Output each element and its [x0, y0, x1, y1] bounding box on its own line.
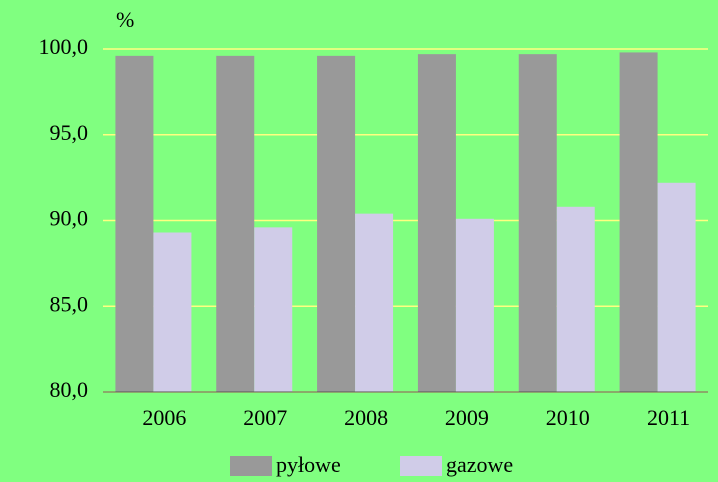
y-tick-label: 90,0 — [50, 206, 89, 231]
y-tick-label: 95,0 — [50, 120, 89, 145]
legend-swatch — [230, 456, 272, 476]
x-tick-label: 2009 — [445, 405, 489, 430]
x-tick-label: 2007 — [243, 405, 287, 430]
bar — [417, 54, 456, 393]
legend-label: pyłowe — [276, 452, 341, 477]
bar — [317, 55, 356, 393]
bar — [455, 218, 494, 392]
bar — [254, 227, 293, 392]
bar — [216, 55, 255, 393]
bar — [115, 55, 154, 393]
x-tick-label: 2010 — [546, 405, 590, 430]
bar — [355, 213, 394, 392]
bar — [153, 232, 192, 392]
y-tick-label: 80,0 — [50, 377, 89, 402]
legend-label: gazowe — [446, 452, 513, 477]
bar — [619, 52, 658, 393]
x-tick-label: 2006 — [142, 405, 186, 430]
bar — [556, 206, 595, 392]
bar — [657, 182, 696, 392]
y-axis-label: % — [116, 7, 134, 32]
bar — [518, 54, 557, 393]
y-tick-label: 85,0 — [50, 291, 89, 316]
x-tick-label: 2008 — [344, 405, 388, 430]
legend-swatch — [400, 456, 442, 476]
x-tick-label: 2011 — [647, 405, 690, 430]
y-tick-label: 100,0 — [39, 34, 89, 59]
